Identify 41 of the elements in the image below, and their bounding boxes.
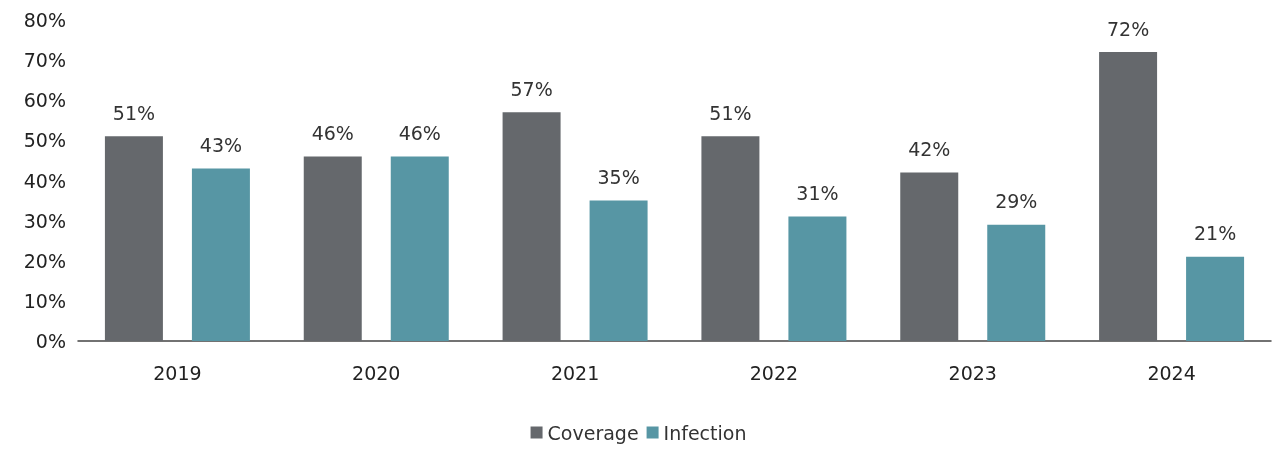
y-tick-label: 80% — [23, 9, 66, 31]
bar — [104, 136, 163, 341]
x-tick-label: 2023 — [948, 361, 997, 384]
bar — [589, 200, 648, 341]
bar — [303, 156, 362, 341]
bar — [191, 168, 250, 341]
bar — [701, 136, 760, 341]
x-tick-label: 2024 — [1147, 361, 1196, 384]
bar — [987, 224, 1046, 341]
bar — [900, 172, 959, 341]
data-label: 35% — [597, 166, 640, 189]
data-label: 21% — [1193, 222, 1237, 245]
data-label: 42% — [908, 137, 951, 160]
y-tick-label: 50% — [23, 129, 66, 152]
bar — [1099, 52, 1158, 341]
data-label: 31% — [796, 182, 839, 205]
x-tick-label: 2019 — [153, 361, 202, 384]
bar — [1186, 256, 1245, 341]
y-tick-label: 70% — [23, 49, 66, 72]
x-tick-label: 2022 — [749, 361, 799, 384]
y-tick-label: 40% — [23, 169, 66, 192]
data-label: 29% — [995, 190, 1038, 213]
data-label: 46% — [398, 121, 441, 144]
bar — [390, 156, 449, 341]
data-label: 72% — [1106, 17, 1150, 40]
legend-label: Infection — [663, 421, 747, 444]
data-label: 51% — [112, 101, 156, 124]
y-tick-label: 10% — [23, 289, 66, 312]
y-tick-label: 60% — [23, 89, 66, 112]
y-tick-label: 20% — [23, 249, 66, 272]
data-label: 43% — [199, 133, 243, 156]
legend-label: Coverage — [547, 421, 639, 444]
x-tick-label: 2021 — [550, 361, 600, 384]
bar — [502, 112, 561, 341]
data-label: 57% — [510, 77, 553, 100]
y-tick-label: 30% — [23, 209, 66, 232]
x-tick-label: 2020 — [352, 361, 401, 384]
y-tick-label: 0% — [35, 330, 66, 352]
data-label: 46% — [311, 121, 354, 144]
data-label: 51% — [709, 101, 752, 124]
bar — [788, 216, 847, 341]
